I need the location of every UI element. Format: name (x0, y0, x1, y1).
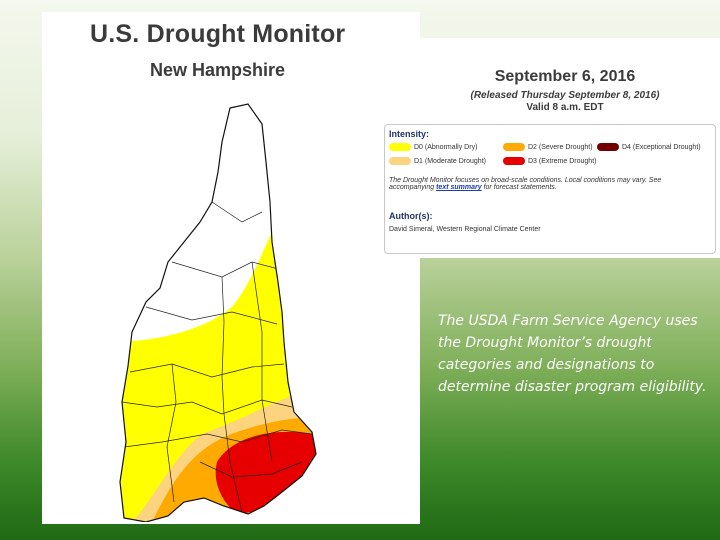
county-boundaries (121, 201, 313, 513)
legend-label-d0: D0 (Abnormally Dry) (414, 143, 478, 151)
release-note: (Released Thursday September 8, 2016) (470, 90, 660, 101)
legend-item-d1: D1 (Moderate Drought) (389, 157, 486, 165)
legend-label-d3: D3 (Extreme Drought) (528, 157, 597, 165)
d2-swatch (503, 143, 525, 151)
d4-swatch (597, 143, 619, 151)
text-summary-link[interactable]: text summary (436, 184, 482, 191)
map-title: U.S. Drought Monitor (90, 20, 346, 48)
map-info-panel: September 6, 2016 (Released Thursday Sep… (384, 38, 720, 258)
intensity-heading: Intensity: (389, 129, 430, 139)
slide-caption: The USDA Farm Service Agency uses the Dr… (438, 313, 707, 395)
legend-label-d1: D1 (Moderate Drought) (414, 157, 486, 165)
d3-swatch (503, 157, 525, 165)
map-date: September 6, 2016 (494, 68, 636, 85)
state-outline (119, 103, 317, 522)
legend-item-d3: D3 (Extreme Drought) (503, 157, 596, 165)
legend-note-accompanying: accompanying (389, 184, 435, 191)
author-name: David Simeral, Western Regional Climate … (389, 226, 541, 233)
legend-item-d2: D2 (Severe Drought) (503, 143, 593, 151)
legend-note: The Drought Monitor focuses on broad-sca… (389, 177, 709, 191)
legend-label-d2: D2 (Severe Drought) (528, 143, 593, 151)
map-subtitle: New Hampshire (150, 60, 286, 80)
legend-box: Intensity: D0 (Abnormally Dry) D2 (Sever… (384, 124, 716, 254)
legend-note-line1: The Drought Monitor focuses on broad-sca… (389, 177, 662, 184)
d1-swatch (389, 157, 411, 165)
date-block: September 6, 2016 (Released Thursday Sep… (420, 68, 710, 113)
legend-note-forecast: for forecast statements. (483, 184, 557, 191)
drought-map-panel: U.S. Drought Monitor New Hampshire (42, 12, 420, 524)
legend-label-d4: D4 (Exceptional Drought) (622, 143, 701, 151)
legend-item-d0: D0 (Abnormally Dry) (389, 143, 477, 151)
d0-swatch (389, 143, 411, 151)
legend-item-d4: D4 (Exceptional Drought) (597, 143, 701, 151)
author-heading: Author(s): (389, 211, 433, 221)
new-hampshire-drought-map (119, 103, 317, 522)
d3-extreme-drought-area (215, 431, 316, 514)
valid-time: Valid 8 a.m. EDT (526, 102, 604, 113)
